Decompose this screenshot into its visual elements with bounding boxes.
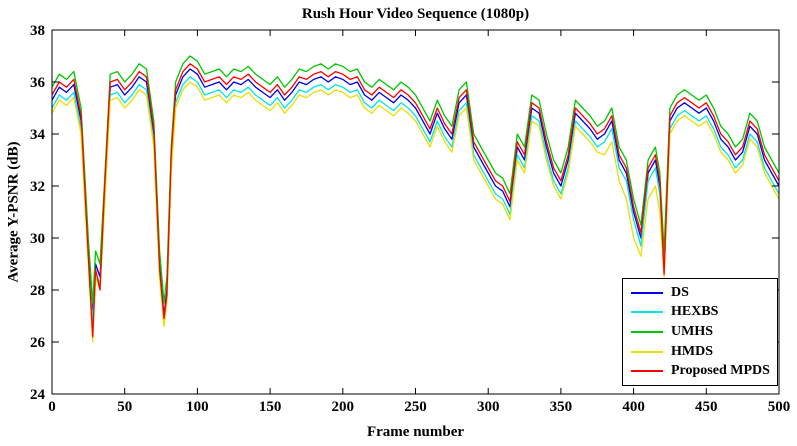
- legend-label: UMHS: [671, 323, 713, 339]
- legend-item: DS: [631, 285, 769, 301]
- series-line-proposed-mpds: [51, 63, 780, 338]
- y-tick-label: 26: [30, 335, 46, 351]
- legend-label: HEXBS: [671, 304, 719, 320]
- legend-line-sample: [631, 370, 663, 373]
- x-tick-label: 0: [48, 399, 56, 415]
- legend-item: UMHS: [631, 324, 769, 340]
- legend: DS HEXBS UMHS HMDS Proposed MPDS: [622, 278, 778, 386]
- x-tick-label: 250: [404, 399, 427, 415]
- legend-item: HEXBS: [631, 304, 769, 320]
- x-tick-label: 150: [259, 399, 282, 415]
- legend-line-sample: [631, 311, 663, 314]
- legend-line-sample: [631, 350, 663, 353]
- y-tick-label: 24: [30, 387, 46, 403]
- x-axis-label: Frame number: [366, 424, 465, 440]
- legend-item: Proposed MPDS: [631, 363, 770, 379]
- x-tick-label: 200: [332, 399, 355, 415]
- legend-line-sample: [631, 291, 663, 294]
- x-tick-label: 350: [550, 399, 573, 415]
- x-tick-label: 450: [695, 399, 718, 415]
- legend-item: HMDS: [631, 344, 769, 360]
- x-tick-label: 500: [768, 399, 791, 415]
- legend-label: HMDS: [671, 343, 713, 359]
- x-tick-label: 400: [622, 399, 645, 415]
- y-tick-label: 36: [30, 75, 46, 91]
- series-line-hmds: [51, 81, 780, 343]
- y-tick-label: 30: [30, 231, 45, 247]
- series-line-umhs: [51, 55, 780, 304]
- chart-title: Rush Hour Video Sequence (1080p): [301, 6, 530, 22]
- legend-label: Proposed MPDS: [671, 363, 770, 379]
- y-tick-label: 34: [30, 127, 46, 143]
- y-tick-label: 28: [30, 283, 45, 299]
- legend-line-sample: [631, 330, 663, 333]
- y-tick-label: 38: [30, 23, 45, 39]
- x-tick-label: 100: [186, 399, 209, 415]
- y-axis-label: Average Y-PSNR (dB): [5, 141, 22, 283]
- legend-label: DS: [671, 284, 689, 300]
- y-tick-label: 32: [30, 179, 45, 195]
- x-tick-label: 50: [117, 399, 132, 415]
- x-tick-label: 300: [477, 399, 500, 415]
